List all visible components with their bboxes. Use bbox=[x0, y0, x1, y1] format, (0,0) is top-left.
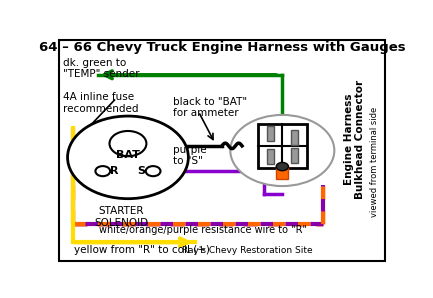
Text: 64 – 66 Chevy Truck Engine Harness with Gauges: 64 – 66 Chevy Truck Engine Harness with … bbox=[39, 41, 405, 55]
Bar bbox=[267, 126, 274, 141]
Circle shape bbox=[110, 131, 146, 156]
Bar bbox=[276, 165, 288, 179]
Text: viewed from terminal side: viewed from terminal side bbox=[370, 107, 379, 217]
Text: purple
to "S": purple to "S" bbox=[173, 145, 207, 166]
Bar bbox=[267, 149, 274, 164]
Text: S: S bbox=[137, 166, 145, 176]
Text: black to "BAT"
for ammeter: black to "BAT" for ammeter bbox=[173, 97, 247, 118]
Text: BAT: BAT bbox=[116, 150, 140, 160]
Text: STARTER
SOLENOID: STARTER SOLENOID bbox=[94, 206, 148, 228]
Text: dk. green to
"TEMP" sender: dk. green to "TEMP" sender bbox=[62, 58, 139, 79]
Circle shape bbox=[146, 166, 161, 176]
Text: R: R bbox=[110, 166, 119, 176]
Bar bbox=[291, 148, 298, 162]
Circle shape bbox=[230, 115, 334, 186]
Bar bbox=[291, 131, 298, 145]
Text: yellow from "R" to coil (+): yellow from "R" to coil (+) bbox=[74, 245, 210, 255]
Circle shape bbox=[276, 162, 288, 171]
Text: Ray's Chevy Restoration Site: Ray's Chevy Restoration Site bbox=[182, 246, 313, 255]
Circle shape bbox=[68, 116, 188, 199]
Text: Engine Harness
Bulkhead Connector: Engine Harness Bulkhead Connector bbox=[344, 80, 365, 198]
Circle shape bbox=[95, 166, 110, 176]
Text: white/orange/purple resistance wire to "R": white/orange/purple resistance wire to "… bbox=[100, 225, 307, 235]
Text: 4A inline fuse
recommended: 4A inline fuse recommended bbox=[62, 92, 138, 114]
Bar bbox=[258, 124, 307, 168]
